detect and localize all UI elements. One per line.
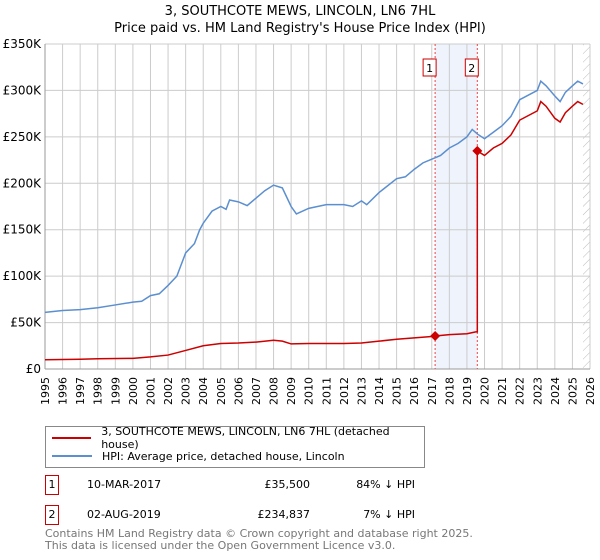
- sale-marker: 1: [45, 475, 59, 495]
- x-tick-label: 2025: [566, 377, 579, 405]
- sale-row-2: 2 02-AUG-2019 £234,837 7% ↓ HPI: [45, 505, 415, 525]
- x-tick-label: 2007: [250, 377, 263, 405]
- sale-hpi: 84% ↓ HPI: [356, 478, 415, 491]
- sale-date: 10-MAR-2017: [87, 478, 162, 491]
- x-tick-label: 2000: [127, 377, 140, 405]
- forecast-hatch: [582, 44, 590, 369]
- chart-title: 3, SOUTHCOTE MEWS, LINCOLN, LN6 7HL Pric…: [0, 3, 600, 37]
- footer-line: This data is licensed under the Open Gov…: [45, 539, 396, 552]
- x-tick-label: 2015: [391, 377, 404, 405]
- x-tick-label: 2003: [180, 377, 193, 405]
- x-tick-label: 2014: [373, 377, 386, 405]
- x-tick-label: 2019: [461, 377, 474, 405]
- y-tick-label: £250K: [3, 130, 43, 144]
- footer: Contains HM Land Registry data © Crown c…: [45, 528, 473, 552]
- sale-date: 02-AUG-2019: [87, 508, 161, 521]
- x-tick-label: 2020: [479, 377, 492, 405]
- sale-row-1: 1 10-MAR-2017 £35,500 84% ↓ HPI: [45, 475, 415, 495]
- x-tick-label: 2021: [496, 377, 509, 405]
- x-tick-label: 2024: [549, 377, 562, 405]
- x-tick-label: 2016: [408, 377, 421, 405]
- sale-price: £234,837: [257, 508, 311, 521]
- sale-period-shading: [435, 44, 478, 369]
- x-tick-label: 1996: [57, 377, 70, 405]
- y-tick-label: £150K: [3, 223, 43, 237]
- y-tick-label: £350K: [3, 37, 43, 51]
- subtitle-line: Price paid vs. HM Land Registry's House …: [114, 21, 486, 36]
- sale-point: [430, 331, 441, 342]
- chart: 1995 1996 1997 1998 1999 2000 2001 2002 2003 2004…: [3, 37, 597, 405]
- x-tick-label: 2023: [531, 377, 544, 405]
- y-tick-label: £200K: [3, 176, 43, 190]
- x-tick-label: 2005: [215, 377, 228, 405]
- x-tick-label: 2008: [268, 377, 281, 405]
- x-tick-label: 2010: [303, 377, 316, 405]
- sale-marker: 2: [45, 505, 59, 525]
- x-tick-label: 2004: [197, 377, 210, 405]
- y-tick-label: £50K: [10, 316, 42, 330]
- x-tick-label: 2018: [443, 377, 456, 405]
- x-tick-label: 1998: [92, 377, 105, 405]
- legend-label: HPI: Average price, detached house, Linc…: [102, 449, 345, 463]
- y-tick-label: £100K: [3, 269, 43, 283]
- x-tick-label: 2001: [144, 377, 157, 405]
- hpi-line: [44, 79, 584, 314]
- sale-point: [472, 145, 483, 156]
- legend-label: 3, SOUTHCOTE MEWS, LINCOLN, LN6 7HL (det…: [101, 425, 390, 451]
- x-tick-label: 2012: [338, 377, 351, 405]
- annotation-label: 2: [468, 62, 475, 75]
- y-tick-label: £300K: [3, 83, 43, 97]
- x-tick-label: 1999: [109, 377, 122, 405]
- legend-item-hpi: HPI: Average price, detached house, Linc…: [52, 448, 345, 464]
- blue-line-swatch: [52, 455, 92, 457]
- annotation-box: [422, 58, 437, 77]
- sale-hpi: 7% ↓ HPI: [363, 508, 415, 521]
- x-tick-label: 2026: [584, 377, 597, 405]
- red-line-swatch: [52, 437, 92, 439]
- title-line: 3, SOUTHCOTE MEWS, LINCOLN, LN6 7HL: [164, 4, 436, 19]
- footer-line: Contains HM Land Registry data © Crown c…: [45, 527, 473, 540]
- x-tick-label: 2017: [426, 377, 439, 405]
- x-tick-label: 1997: [74, 377, 87, 405]
- x-tick-label: 2006: [232, 377, 245, 405]
- x-tick-label: 2013: [355, 377, 368, 405]
- y-tick-label: £0: [26, 362, 41, 376]
- x-tick-label: 2009: [285, 377, 298, 405]
- x-tick-label: 2022: [514, 377, 527, 405]
- sale-price: £35,500: [264, 478, 311, 491]
- x-tick-label: 2011: [320, 377, 333, 405]
- annotation-label: 1: [426, 62, 433, 75]
- legend: 3, SOUTHCOTE MEWS, LINCOLN, LN6 7HL (det…: [45, 425, 425, 468]
- x-tick-label: 2002: [162, 377, 175, 405]
- annotation-box: [464, 58, 479, 77]
- x-tick-label: 1995: [39, 377, 52, 405]
- legend-item-price: 3, SOUTHCOTE MEWS, LINCOLN, LN6 7HL (det…: [52, 425, 424, 451]
